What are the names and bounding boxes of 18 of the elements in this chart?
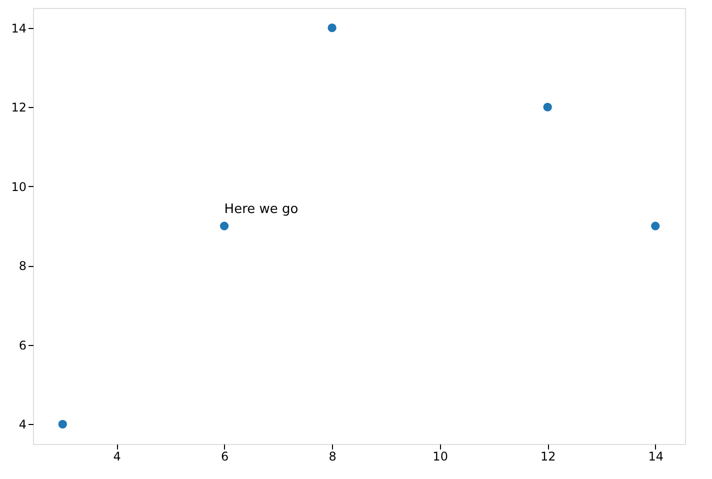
y-tick-label: 4 xyxy=(18,418,26,432)
y-tick-label: 10 xyxy=(11,180,26,194)
x-tick-label: 12 xyxy=(540,450,556,464)
y-tick-label: 12 xyxy=(11,100,26,115)
y-tick-label: 14 xyxy=(11,21,26,36)
x-tick-label: 14 xyxy=(648,450,664,464)
point xyxy=(58,420,67,429)
point xyxy=(328,23,336,32)
point xyxy=(220,222,229,230)
annotation: Here we go xyxy=(224,202,298,217)
point xyxy=(543,102,552,112)
x-tick-label: 4 xyxy=(113,450,121,464)
x-tick-label: 8 xyxy=(328,450,336,464)
x-tick-label: 10 xyxy=(432,450,448,464)
y-tick-label: 6 xyxy=(18,338,26,352)
x-tick-label: 6 xyxy=(220,450,229,464)
point xyxy=(651,222,660,230)
y-tick-label: 8 xyxy=(18,259,26,274)
